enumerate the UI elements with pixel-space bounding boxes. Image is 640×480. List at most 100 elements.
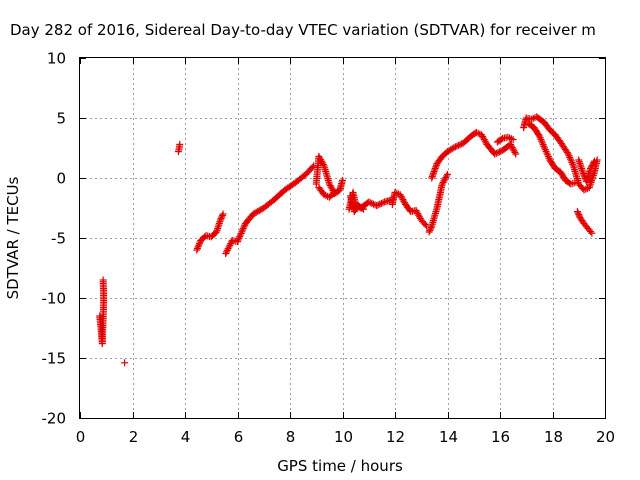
x-axis-label: GPS time / hours [277, 457, 403, 475]
data-point [176, 140, 184, 148]
data-point [588, 229, 596, 237]
data-point [319, 160, 327, 168]
data-point [495, 148, 503, 156]
data-point [374, 201, 382, 209]
data-point [257, 206, 265, 214]
data-point [507, 135, 515, 143]
x-tick-label: 16 [491, 428, 510, 446]
data-point [574, 209, 582, 217]
data-point [571, 179, 579, 187]
data-point [223, 246, 231, 254]
data-point [579, 168, 587, 176]
data-point [575, 212, 583, 220]
y-tick-label: 10 [47, 50, 66, 68]
y-tick-label: -10 [42, 290, 67, 308]
y-tick-label: 5 [56, 110, 66, 128]
data-point [331, 188, 339, 196]
data-point [511, 148, 519, 156]
data-point [541, 146, 549, 154]
data-point [544, 153, 552, 161]
data-point [542, 147, 550, 155]
data-point [536, 134, 544, 142]
data-point [223, 248, 231, 256]
data-point [339, 176, 346, 184]
grid-lines [80, 58, 605, 418]
x-tick-label: 12 [386, 428, 405, 446]
data-point [538, 137, 546, 145]
data-point [425, 228, 433, 236]
x-tick-label: 8 [286, 428, 296, 446]
data-point [225, 243, 233, 251]
data-point [455, 141, 463, 149]
data-point [443, 172, 451, 180]
data-point [236, 231, 244, 239]
data-point [366, 199, 374, 207]
x-tick-label: 6 [234, 428, 244, 446]
data-point [358, 204, 366, 212]
data-point [218, 212, 226, 219]
data-point [222, 250, 230, 258]
data-point [239, 226, 247, 234]
data-point [494, 149, 502, 157]
data-point [193, 244, 201, 252]
data-point [234, 236, 242, 244]
x-tick-label: 18 [544, 428, 563, 446]
data-point [99, 276, 107, 284]
data-point [453, 142, 461, 150]
data-point [368, 199, 376, 207]
axis-ticks: 0 2 4 6 8 10 12 14 16 18 20 10 5 0 -5 -10 -15 -20 [42, 50, 616, 447]
data-point [538, 139, 546, 147]
data-point [539, 141, 547, 149]
data-point [237, 229, 245, 237]
data-point [218, 213, 226, 221]
data-point [567, 155, 574, 163]
data-markers [96, 113, 601, 367]
x-tick-label: 10 [334, 428, 353, 446]
data-point [540, 142, 548, 150]
y-tick-label: -5 [51, 230, 66, 248]
data-point [491, 150, 499, 158]
data-point [568, 159, 576, 167]
data-point [193, 246, 201, 254]
data-point [573, 208, 581, 216]
data-point [427, 224, 435, 231]
data-point [377, 199, 385, 207]
data-point [238, 228, 246, 236]
data-point [567, 157, 575, 165]
y-tick-label: 0 [56, 170, 66, 188]
data-point [360, 205, 367, 213]
data-point [543, 149, 551, 157]
data-point [545, 154, 553, 162]
data-point [249, 210, 257, 218]
y-tick-label: -20 [42, 410, 67, 428]
data-point [195, 240, 203, 248]
data-point [575, 211, 583, 219]
data-point [195, 241, 203, 249]
plot-frame [79, 57, 606, 419]
x-tick-label: 20 [596, 428, 615, 446]
data-point [451, 143, 459, 151]
data-point [587, 228, 595, 236]
data-point [376, 200, 384, 208]
data-point [252, 208, 260, 216]
data-point [456, 141, 464, 149]
data-point [506, 134, 514, 142]
chart-title: Day 282 of 2016, Sidereal Day-to-day VTE… [10, 21, 596, 39]
data-point [566, 153, 574, 161]
data-point [235, 234, 243, 242]
data-point [236, 233, 244, 241]
data-point [591, 157, 598, 165]
data-point [240, 223, 248, 231]
data-point [590, 159, 598, 167]
data-point [216, 216, 224, 224]
data-point [224, 245, 232, 253]
y-tick-label: -15 [42, 350, 67, 368]
data-point [219, 210, 227, 218]
data-point [226, 241, 234, 249]
data-point [535, 132, 543, 140]
data-point [194, 243, 202, 251]
data-point [255, 207, 263, 215]
data-point [537, 135, 545, 143]
x-tick-label: 0 [76, 428, 86, 446]
